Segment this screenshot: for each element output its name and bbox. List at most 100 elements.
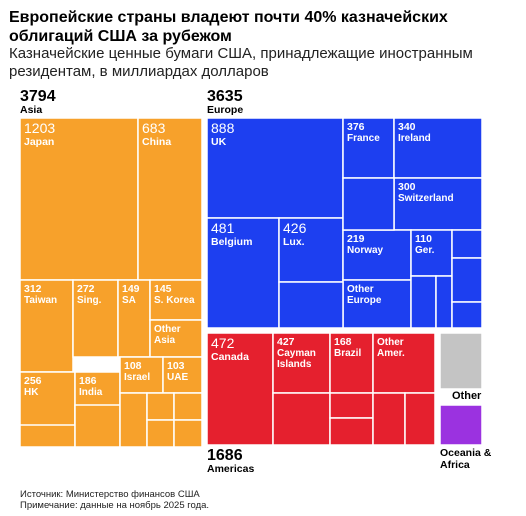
tile-asia-small-2	[119, 392, 148, 448]
tile-lux	[278, 217, 344, 283]
group-name-oceania-africa: Oceania & Africa	[440, 447, 492, 471]
category-label-other-asia: Other	[154, 324, 181, 335]
tile-ger	[410, 229, 453, 277]
tile-belgium	[206, 217, 280, 329]
tile-asia-small-1	[74, 404, 121, 448]
tile-americas-small-4	[404, 392, 436, 446]
tile-oceania-africa	[439, 404, 483, 446]
tile-americas-small-2	[329, 417, 374, 446]
category-label-other-europe-1: Europe	[347, 295, 382, 306]
category-label-ger: Ger.	[415, 245, 435, 256]
group-value-europe: 3635	[207, 88, 243, 105]
category-label-japan: Japan	[24, 136, 54, 148]
tile-asia-small-3	[146, 392, 175, 421]
category-label-hk: HK	[24, 387, 39, 398]
tile-canada	[206, 332, 274, 446]
value-label-uk: 888	[211, 120, 235, 136]
value-label-lux: 426	[283, 220, 307, 236]
category-label-cayman-islands: Cayman	[277, 348, 316, 359]
group-name-other: Other	[452, 390, 482, 402]
tile-americas-small-0	[272, 392, 331, 446]
tile-europe-small-1	[278, 281, 344, 329]
group-value-americas: 1686	[207, 447, 243, 464]
category-label-ireland: Ireland	[398, 133, 431, 144]
category-label-brazil: Brazil	[334, 348, 361, 359]
group-name-europe: Europe	[207, 104, 244, 116]
category-label-uk: UK	[211, 136, 227, 148]
tile-europe-small-5	[451, 257, 483, 303]
category-label-norway: Norway	[347, 245, 384, 256]
tile-asia-small-0	[19, 424, 76, 448]
value-label-india: 186	[79, 375, 97, 387]
category-label-other-amer-1: Amer.	[377, 348, 405, 359]
group-value-asia: 3794	[20, 88, 56, 105]
category-label-israel: Israel	[124, 372, 150, 383]
tile-asia-small-4	[146, 419, 175, 448]
tile-brazil	[329, 332, 374, 394]
value-label-france: 376	[347, 121, 365, 133]
value-label-china: 683	[142, 120, 166, 136]
tile-china	[137, 117, 203, 281]
value-label-brazil: 168	[334, 336, 352, 348]
tile-other-europe	[342, 279, 412, 329]
value-label-sa: 149	[122, 283, 140, 295]
tile-s-korea	[149, 279, 203, 321]
group-label-europe: 3635 Europe	[207, 88, 243, 116]
category-label-other-asia-1: Asia	[154, 335, 176, 346]
category-label-sa: SA	[122, 295, 136, 306]
source-note: Источник: Министерство финансов США	[20, 489, 200, 500]
tile-other	[439, 332, 483, 390]
value-label-ireland: 340	[398, 121, 416, 133]
category-label-switzerland: Switzerland	[398, 193, 454, 204]
category-label-lux: Lux.	[283, 236, 305, 248]
tile-japan	[19, 117, 139, 281]
category-label-other-amer: Other	[377, 337, 404, 348]
category-label-belgium: Belgium	[211, 236, 252, 248]
group-name-asia: Asia	[20, 104, 43, 116]
category-label-canada: Canada	[211, 351, 249, 363]
tile-asia-small-6	[173, 419, 203, 448]
tile-europe-small-2	[410, 275, 437, 329]
tile-sing	[72, 279, 119, 358]
value-label-sing: 272	[77, 283, 95, 295]
category-label-cayman-islands-1: Islands	[277, 359, 312, 370]
tile-americas-small-1	[329, 392, 374, 419]
category-label-india: India	[79, 387, 103, 398]
value-label-uae: 103	[167, 360, 185, 372]
tile-europe-small-6	[451, 301, 483, 329]
category-label-uae: UAE	[167, 372, 188, 383]
footnote: Примечание: данные на ноябрь 2025 года.	[20, 500, 210, 511]
tile-americas-small-3	[372, 392, 406, 446]
tile-other-amer	[372, 332, 436, 394]
group-label-asia: 3794 Asia	[20, 88, 56, 116]
value-label-ger: 110	[415, 233, 432, 245]
group-label-oceania-africa: Oceania & Africa	[440, 447, 500, 471]
group-label-americas: 1686 Americas	[207, 447, 254, 475]
tile-europe-small-4	[451, 229, 483, 259]
value-label-hk: 256	[24, 375, 42, 387]
category-label-other-europe: Other	[347, 284, 374, 295]
tile-asia-small-5	[173, 392, 203, 421]
tile-switzerland	[393, 177, 483, 231]
group-name-americas: Americas	[207, 463, 255, 475]
category-label-france: France	[347, 133, 380, 144]
group-label-other: Other	[452, 391, 481, 402]
value-label-belgium: 481	[211, 220, 235, 236]
value-label-japan: 1203	[24, 120, 55, 136]
tile-europe-small-3	[435, 275, 453, 329]
value-label-s-korea: 145	[154, 283, 172, 295]
tile-europe-small-0	[342, 177, 395, 231]
value-label-taiwan: 312	[24, 283, 42, 295]
value-label-switzerland: 300	[398, 181, 416, 193]
category-label-sing: Sing.	[77, 295, 102, 306]
category-label-s-korea: S. Korea	[154, 295, 195, 306]
chart-title: Европейские страны владеют почти 40% каз…	[9, 9, 448, 45]
category-label-taiwan: Taiwan	[24, 295, 57, 306]
tile-taiwan	[19, 279, 74, 373]
value-label-canada: 472	[211, 335, 235, 351]
category-label-china: China	[142, 136, 171, 148]
value-label-norway: 219	[347, 233, 365, 245]
chart-subtitle: Казначейские ценные бумаги США, принадле…	[9, 45, 473, 80]
